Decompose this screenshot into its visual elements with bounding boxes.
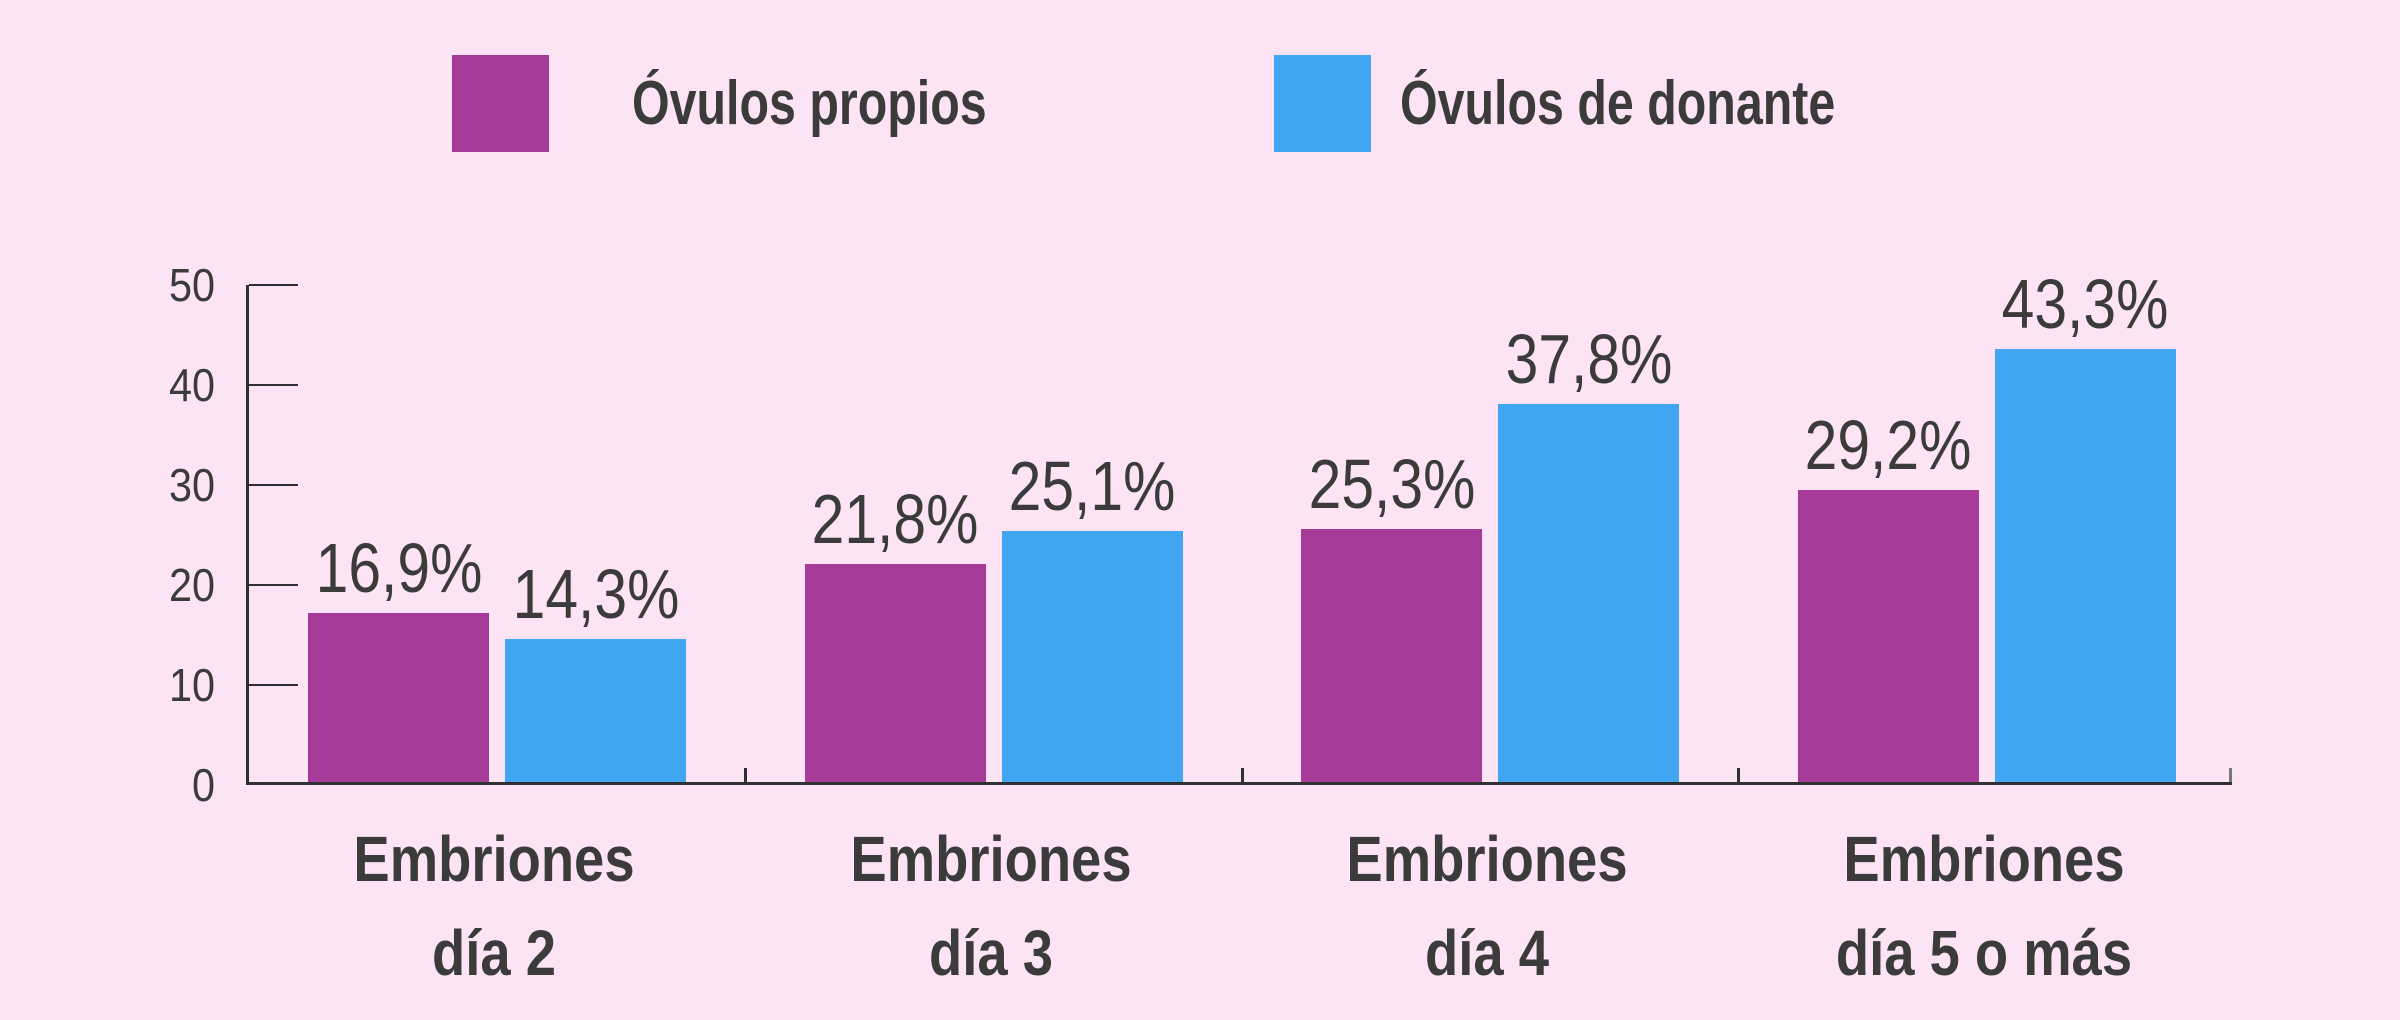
y-axis-label-10: 10: [168, 659, 215, 711]
x-axis-divider-tick-3: [1737, 768, 1740, 782]
plot-area: 16,9% 14,3% 21,8% 25,1% 25,3% 37,8% 29,2% 43,3%: [246, 269, 2232, 785]
value-label-donante-dia-4: 37,8%: [1505, 320, 1673, 398]
y-axis-tick-50: [249, 284, 298, 286]
bar-donante-dia-5-o-mas: [1994, 349, 2176, 782]
category-label-line1-dia-2: Embriones: [353, 823, 635, 895]
y-axis-label-50: 50: [168, 259, 215, 311]
bar-donante-dia-3: [1001, 531, 1183, 782]
legend-label-ovulos-de-donante: Óvulos de donante: [1400, 69, 1836, 138]
value-label-donante-dia-3: 25,1%: [1008, 447, 1176, 525]
category-label-dia-4: Embriones día 4: [1276, 812, 1698, 1000]
legend-swatch-ovulos-propios: [452, 55, 549, 152]
category-label-line1-dia-4: Embriones: [1346, 823, 1628, 895]
category-label-line1-dia-5-o-mas: Embriones: [1842, 823, 2125, 895]
y-axis-tick-30: [249, 484, 298, 486]
y-axis-tick-20: [249, 584, 298, 586]
y-axis-tick-40: [249, 384, 298, 386]
bar-propios-dia-5-o-mas: [1797, 490, 1979, 782]
value-label-propios-dia-2: 16,9%: [315, 529, 483, 607]
category-label-line1-dia-3: Embriones: [849, 823, 1132, 895]
bar-propios-dia-2: [308, 613, 490, 782]
category-label-dia-2: Embriones día 2: [283, 812, 705, 1000]
bar-propios-dia-4: [1301, 529, 1483, 782]
bar-propios-dia-3: [804, 564, 986, 782]
bar-donante-dia-2: [505, 639, 687, 782]
x-axis-divider-tick-1: [744, 768, 747, 782]
legend-label-ovulos-propios: Óvulos propios: [632, 69, 987, 138]
y-axis-tick-10: [249, 684, 298, 686]
category-label-dia-3: Embriones día 3: [780, 812, 1202, 1000]
category-label-line2-dia-5-o-mas: día 5 o más: [1835, 917, 2132, 989]
category-label-line2-dia-2: día 2: [432, 917, 556, 989]
value-label-propios-dia-4: 25,3%: [1308, 445, 1476, 523]
x-axis-divider-tick-2: [1240, 768, 1244, 782]
category-label-line2-dia-3: día 3: [928, 917, 1053, 989]
value-label-donante-dia-5-o-mas: 43,3%: [2001, 265, 2169, 343]
bar-donante-dia-4: [1498, 404, 1680, 782]
category-label-line2-dia-4: día 4: [1425, 917, 1549, 989]
legend-swatch-ovulos-de-donante: [1274, 55, 1371, 152]
value-label-propios-dia-5-o-mas: 29,2%: [1804, 406, 1972, 484]
y-axis-label-40: 40: [168, 359, 215, 411]
y-axis-label-20: 20: [168, 559, 215, 611]
category-label-dia-5-o-mas: Embriones día 5 o más: [1773, 812, 2195, 1000]
x-axis-end-tick: [2229, 768, 2232, 782]
y-axis-label-0: 0: [191, 759, 215, 811]
y-axis-label-30: 30: [168, 459, 215, 511]
value-label-propios-dia-3: 21,8%: [811, 480, 979, 558]
value-label-donante-dia-2: 14,3%: [512, 555, 680, 633]
